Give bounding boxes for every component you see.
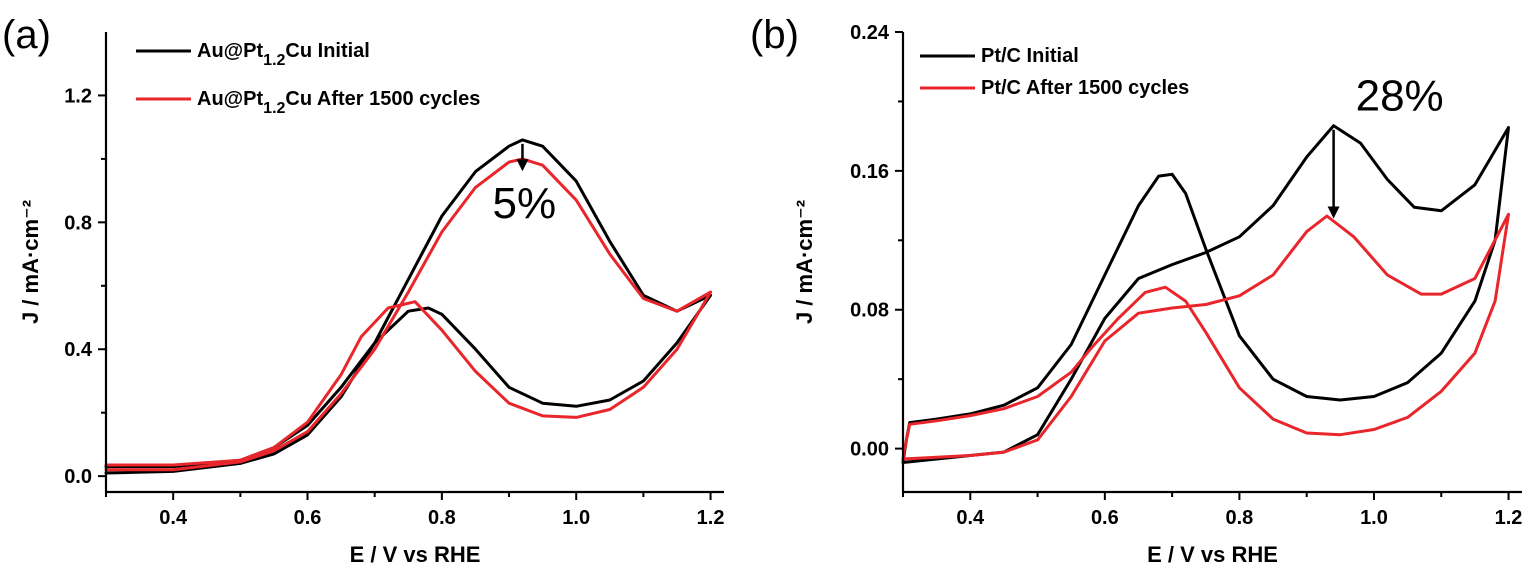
x-tick-label: 0.6 (294, 507, 322, 529)
x-tick-label: 0.8 (1226, 507, 1254, 529)
annotation-arrowhead (516, 159, 529, 172)
x-tick-label: 1.2 (697, 507, 725, 529)
y-tick-label: 0.0 (64, 466, 92, 488)
y-axis-title: J / mA·cm⁻² (792, 200, 817, 324)
y-tick-label: 0.00 (850, 439, 889, 461)
legend-text-part: Au@Pt (197, 88, 264, 110)
legend-entry-2: Pt/C After 1500 cycles (981, 77, 1189, 99)
annotation-label: 5% (492, 179, 556, 228)
y-tick-label: 1.2 (64, 85, 92, 107)
y-tick-label: 0.16 (850, 161, 889, 183)
legend-text-part: Au@Pt (197, 40, 264, 62)
legend-entry-1: Pt/C Initial (981, 45, 1079, 67)
x-tick-label: 1.2 (1495, 507, 1523, 529)
x-tick-label: 0.4 (956, 507, 985, 529)
legend-text-part: Cu After 1500 cycles (285, 88, 480, 110)
x-tick-label: 0.6 (1091, 507, 1119, 529)
legend-entry-2: Au@Pt1.2Cu After 1500 cycles (197, 88, 480, 117)
legend-text-part: Cu Initial (285, 40, 369, 62)
y-tick-label: 0.4 (64, 339, 93, 361)
panel-label: (a) (2, 13, 51, 57)
series-line-2 (901, 212, 1510, 461)
legend-subscript: 1.2 (263, 52, 285, 69)
y-tick-label: 0.24 (850, 22, 890, 44)
series-line-1 (901, 124, 1510, 464)
x-axis-title: E / V vs RHE (350, 542, 481, 567)
panel-a: (a) 0.4 0.6 0.8 1.0 1.2 0.0 0.4 0.8 1.2 E / V vs R… (2, 13, 724, 567)
series-line-1 (104, 138, 713, 475)
y-axis-title: J / mA·cm⁻² (18, 200, 43, 324)
x-tick-label: 0.8 (428, 507, 456, 529)
panel-label: (b) (750, 13, 799, 57)
legend-entry-1: Au@Pt1.2Cu Initial (197, 40, 370, 69)
legend-text-part: Pt/C After 1500 cycles (981, 77, 1189, 99)
panel-b: (b) 0.4 0.6 0.8 1.0 1.2 0.00 0.08 0.16 0.24 E / V … (750, 13, 1522, 567)
annotation-arrowhead (1327, 206, 1340, 219)
x-tick-label: 1.0 (1360, 507, 1388, 529)
x-tick-label: 0.4 (159, 507, 188, 529)
x-tick-label: 1.0 (562, 507, 590, 529)
legend-text-part: Pt/C Initial (981, 45, 1079, 67)
legend-subscript: 1.2 (263, 100, 285, 117)
series-line-2 (104, 157, 713, 472)
y-tick-label: 0.8 (64, 212, 92, 234)
annotation-label: 28% (1356, 72, 1444, 121)
y-tick-label: 0.08 (850, 300, 889, 322)
x-axis-title: E / V vs RHE (1147, 542, 1278, 567)
